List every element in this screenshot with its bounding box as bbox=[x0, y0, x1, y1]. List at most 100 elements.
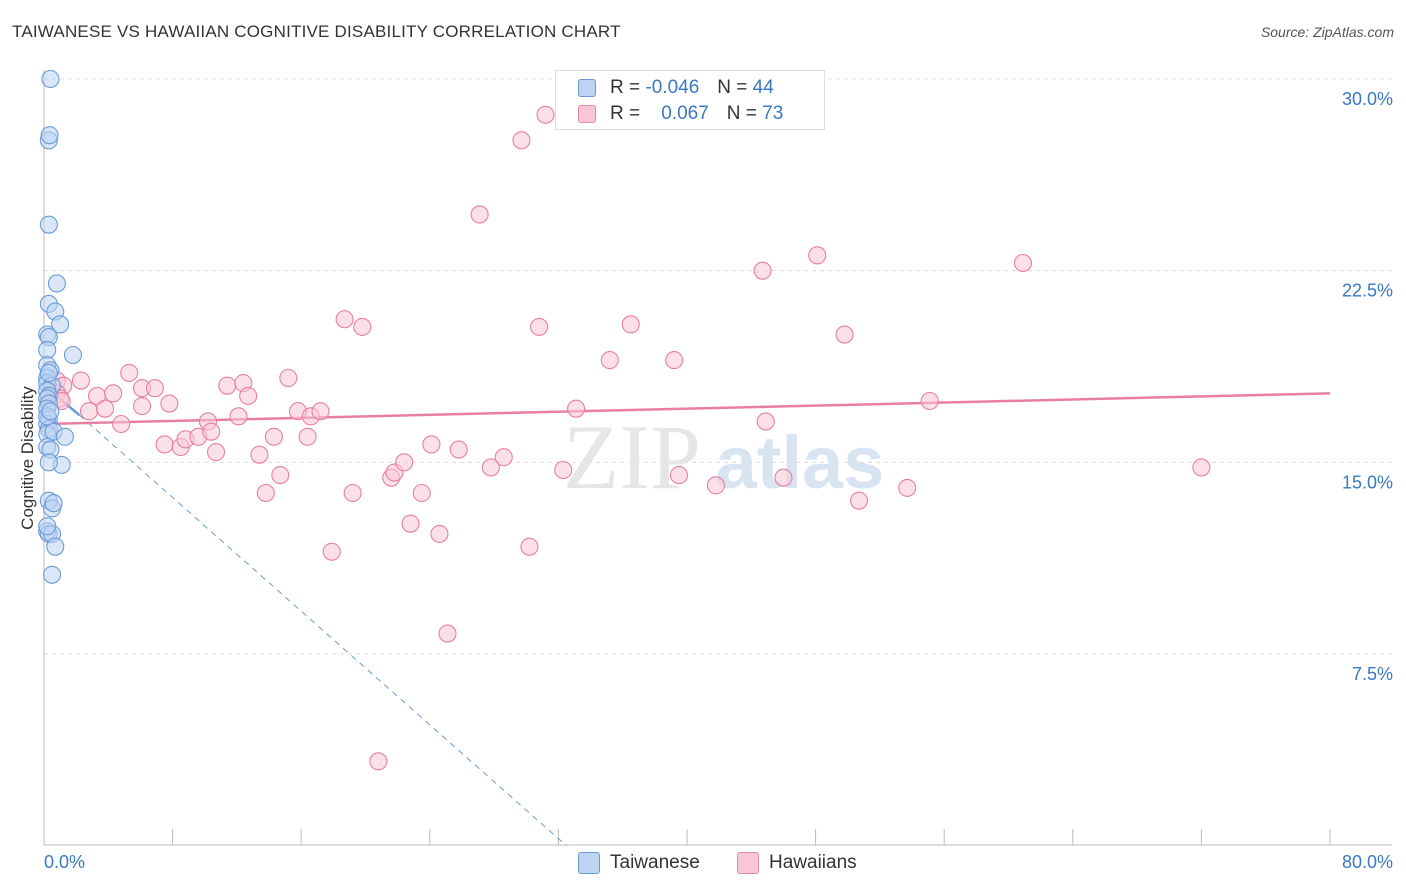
data-point-hawaiians bbox=[422, 435, 441, 454]
data-point-taiwanese bbox=[41, 69, 60, 89]
data-point-hawaiians bbox=[430, 524, 449, 543]
legend-n-value: 73 bbox=[762, 103, 784, 124]
legend-row-taiwanese: R = -0.046 N = 44 bbox=[578, 76, 774, 100]
data-point-hawaiians bbox=[343, 483, 362, 503]
data-point-hawaiians bbox=[369, 752, 388, 771]
watermark-atlas: atlas bbox=[716, 421, 885, 504]
data-point-taiwanese bbox=[51, 315, 70, 334]
data-point-taiwanese bbox=[46, 537, 65, 556]
data-point-hawaiians bbox=[706, 476, 725, 495]
data-point-hawaiians bbox=[250, 445, 269, 464]
data-point-hawaiians bbox=[835, 325, 854, 344]
data-point-hawaiians bbox=[898, 478, 917, 497]
legend-r-value: -0.046 bbox=[645, 77, 700, 98]
data-point-hawaiians bbox=[808, 246, 827, 265]
legend-r-value: 0.067 bbox=[661, 103, 709, 124]
data-point-hawaiians bbox=[79, 402, 99, 421]
bottom-legend-swatch-taiwanese bbox=[578, 852, 600, 874]
data-point-hawaiians bbox=[145, 379, 164, 398]
data-point-hawaiians bbox=[264, 427, 283, 446]
chart-title: TAIWANESE VS HAWAIIAN COGNITIVE DISABILI… bbox=[12, 22, 621, 41]
data-point-hawaiians bbox=[470, 205, 489, 224]
data-point-hawaiians bbox=[665, 351, 684, 370]
trend-extension-taiwanese bbox=[79, 414, 567, 847]
data-point-hawaiians bbox=[520, 537, 539, 556]
data-point-hawaiians bbox=[449, 440, 468, 459]
data-point-taiwanese bbox=[39, 453, 58, 472]
data-point-hawaiians bbox=[155, 435, 174, 454]
data-point-hawaiians bbox=[412, 483, 431, 503]
data-point-hawaiians bbox=[669, 466, 689, 485]
data-point-taiwanese bbox=[41, 402, 60, 421]
series-taiwanese bbox=[38, 69, 82, 584]
y-tick-label: 15.0% bbox=[1342, 472, 1393, 492]
bottom-legend-hawaiians: Hawaiians bbox=[737, 852, 857, 874]
bottom-legend-swatch-hawaiians bbox=[737, 852, 759, 874]
data-point-hawaiians bbox=[567, 399, 586, 418]
data-point-hawaiians bbox=[206, 443, 226, 462]
data-point-taiwanese bbox=[39, 363, 58, 382]
data-point-hawaiians bbox=[112, 414, 131, 434]
bottom-legend-label-hawaiians: Hawaiians bbox=[769, 852, 857, 873]
data-point-taiwanese bbox=[38, 517, 57, 536]
data-point-hawaiians bbox=[311, 402, 330, 421]
y-tick-label: 30.0% bbox=[1342, 89, 1393, 109]
data-point-hawaiians bbox=[438, 624, 457, 643]
data-point-hawaiians bbox=[849, 491, 869, 510]
data-point-hawaiians bbox=[481, 458, 500, 477]
data-point-taiwanese bbox=[55, 427, 74, 446]
data-point-hawaiians bbox=[71, 371, 91, 390]
data-point-taiwanese bbox=[38, 340, 57, 359]
bottom-legend-label-taiwanese: Taiwanese bbox=[610, 852, 700, 873]
data-point-hawaiians bbox=[753, 261, 772, 280]
data-point-hawaiians bbox=[96, 399, 115, 418]
data-point-hawaiians bbox=[554, 460, 573, 480]
data-point-hawaiians bbox=[774, 468, 793, 487]
data-point-hawaiians bbox=[256, 483, 275, 503]
data-point-hawaiians bbox=[271, 466, 290, 485]
data-point-hawaiians bbox=[530, 317, 549, 336]
legend-n-label: N = bbox=[717, 77, 748, 98]
stats-legend: R = -0.046 N = 44 R = 0.067 N = 73 bbox=[555, 70, 825, 130]
trend-line-hawaiians bbox=[43, 392, 1331, 426]
data-point-hawaiians bbox=[160, 394, 179, 413]
data-point-hawaiians bbox=[120, 363, 139, 382]
y-tick-label: 7.5% bbox=[1352, 664, 1393, 684]
data-point-taiwanese bbox=[47, 274, 66, 293]
data-point-hawaiians bbox=[298, 427, 317, 446]
data-point-hawaiians bbox=[1192, 458, 1211, 477]
data-point-hawaiians bbox=[202, 422, 221, 441]
data-point-hawaiians bbox=[353, 317, 372, 336]
data-point-hawaiians bbox=[621, 315, 640, 334]
legend-n-label: N = bbox=[726, 103, 757, 124]
data-point-taiwanese bbox=[63, 345, 82, 365]
data-point-hawaiians bbox=[104, 384, 123, 403]
data-point-hawaiians bbox=[536, 105, 555, 124]
watermark-zip: ZIP bbox=[563, 406, 701, 508]
gridlines: 7.5% 15.0% 22.5% 30.0% bbox=[44, 78, 1393, 684]
source-credit: Source: ZipAtlas.com bbox=[1260, 24, 1394, 40]
data-point-hawaiians bbox=[395, 453, 414, 472]
legend-row-hawaiians: R = 0.067 N = 73 bbox=[578, 102, 783, 126]
data-point-hawaiians bbox=[756, 412, 775, 431]
data-point-taiwanese bbox=[42, 565, 62, 584]
data-point-hawaiians bbox=[401, 514, 420, 533]
data-point-hawaiians bbox=[239, 386, 258, 405]
data-point-hawaiians bbox=[279, 368, 298, 388]
data-point-hawaiians bbox=[229, 407, 248, 426]
legend-r-label: R = bbox=[610, 77, 641, 98]
series-hawaiians bbox=[47, 105, 1211, 771]
data-point-taiwanese bbox=[39, 215, 58, 234]
x-tick-label-max: 80.0% bbox=[1341, 852, 1393, 872]
data-point-hawaiians bbox=[600, 351, 619, 370]
data-point-hawaiians bbox=[512, 131, 531, 150]
data-point-hawaiians bbox=[335, 310, 354, 329]
data-point-hawaiians bbox=[218, 376, 237, 395]
data-point-hawaiians bbox=[133, 397, 152, 416]
x-tick-label-min: 0.0% bbox=[44, 852, 86, 872]
legend-n-value: 44 bbox=[752, 77, 774, 98]
y-axis-label: Cognitive Disability bbox=[18, 386, 37, 530]
legend-swatch-hawaiians bbox=[578, 105, 596, 123]
bottom-legend-taiwanese: Taiwanese bbox=[578, 852, 700, 874]
legend-r-label: R = bbox=[610, 103, 641, 124]
